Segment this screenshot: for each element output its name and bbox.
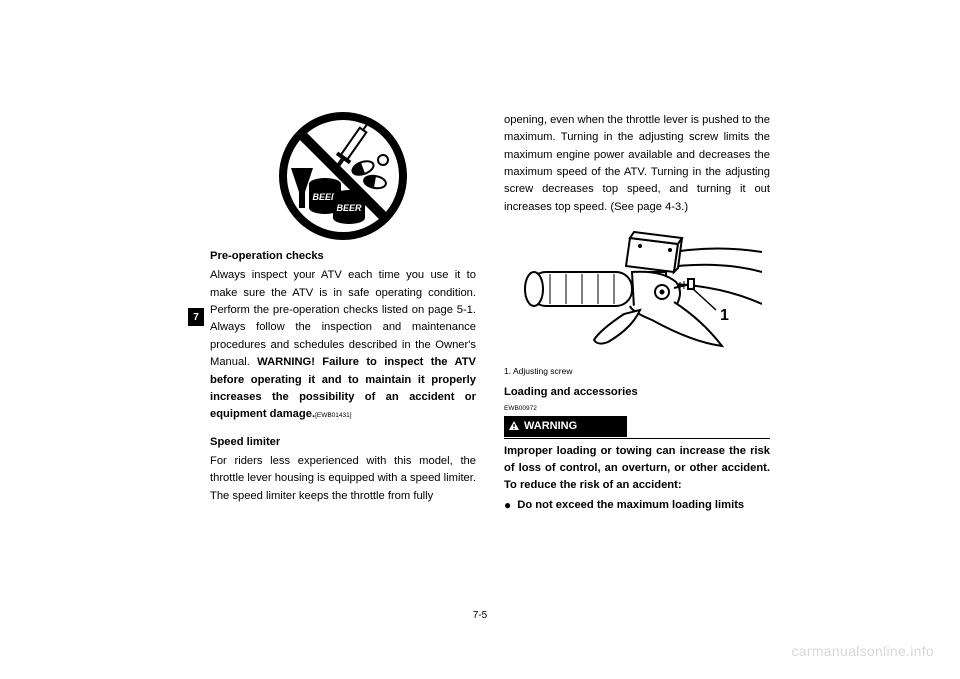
watermark: carmanualsonline.info bbox=[792, 643, 935, 659]
pre-op-code: [EWB01431] bbox=[315, 412, 352, 419]
warning-para: Improper loading or towing can increase … bbox=[504, 443, 770, 495]
continuation-para: opening, even when the throttle lever is… bbox=[504, 112, 770, 216]
bullet-icon: ● bbox=[504, 497, 511, 514]
left-column: BEER BEER bbox=[210, 110, 476, 600]
no-drugs-alcohol-icon: BEER BEER bbox=[263, 110, 423, 242]
figure-caption: 1. Adjusting screw bbox=[504, 365, 770, 378]
throttle-figure: 1 bbox=[512, 224, 762, 359]
callout-number: 1 bbox=[720, 307, 729, 324]
warning-bullet-row: ● Do not exceed the maximum loading limi… bbox=[504, 497, 770, 514]
prohibition-figure-wrap: BEER BEER bbox=[210, 110, 476, 242]
warning-triangle-icon bbox=[508, 420, 520, 432]
throttle-diagram-icon: 1 bbox=[512, 224, 762, 359]
chapter-number: 7 bbox=[193, 312, 199, 323]
beer-label-2: BEER bbox=[336, 203, 362, 213]
manual-page: 7 bbox=[0, 0, 960, 679]
warning-underline bbox=[504, 438, 770, 439]
throttle-figure-wrap: 1 bbox=[504, 224, 770, 359]
loading-title: Loading and accessories bbox=[504, 384, 770, 401]
right-column: opening, even when the throttle lever is… bbox=[504, 110, 770, 600]
warning-badge: WARNING bbox=[504, 416, 627, 437]
warning-label: WARNING bbox=[524, 418, 577, 435]
speed-limiter-title: Speed limiter bbox=[210, 434, 476, 451]
page-number: 7-5 bbox=[0, 610, 960, 621]
warning-bullet-1: Do not exceed the maximum loading limits bbox=[517, 497, 744, 514]
pre-op-checks-title: Pre-operation checks bbox=[210, 248, 476, 265]
content-area: BEER BEER bbox=[210, 110, 770, 600]
pre-op-text: Always inspect your ATV each time you us… bbox=[210, 269, 476, 368]
columns: BEER BEER bbox=[210, 110, 770, 600]
loading-code: EWB00972 bbox=[504, 404, 770, 414]
prohibition-figure: BEER BEER bbox=[263, 110, 423, 242]
warning-row: WARNING bbox=[504, 414, 770, 439]
speed-limiter-para: For riders less experienced with this mo… bbox=[210, 453, 476, 505]
chapter-tab: 7 bbox=[188, 308, 204, 326]
pre-op-checks-para: Always inspect your ATV each time you us… bbox=[210, 267, 476, 423]
